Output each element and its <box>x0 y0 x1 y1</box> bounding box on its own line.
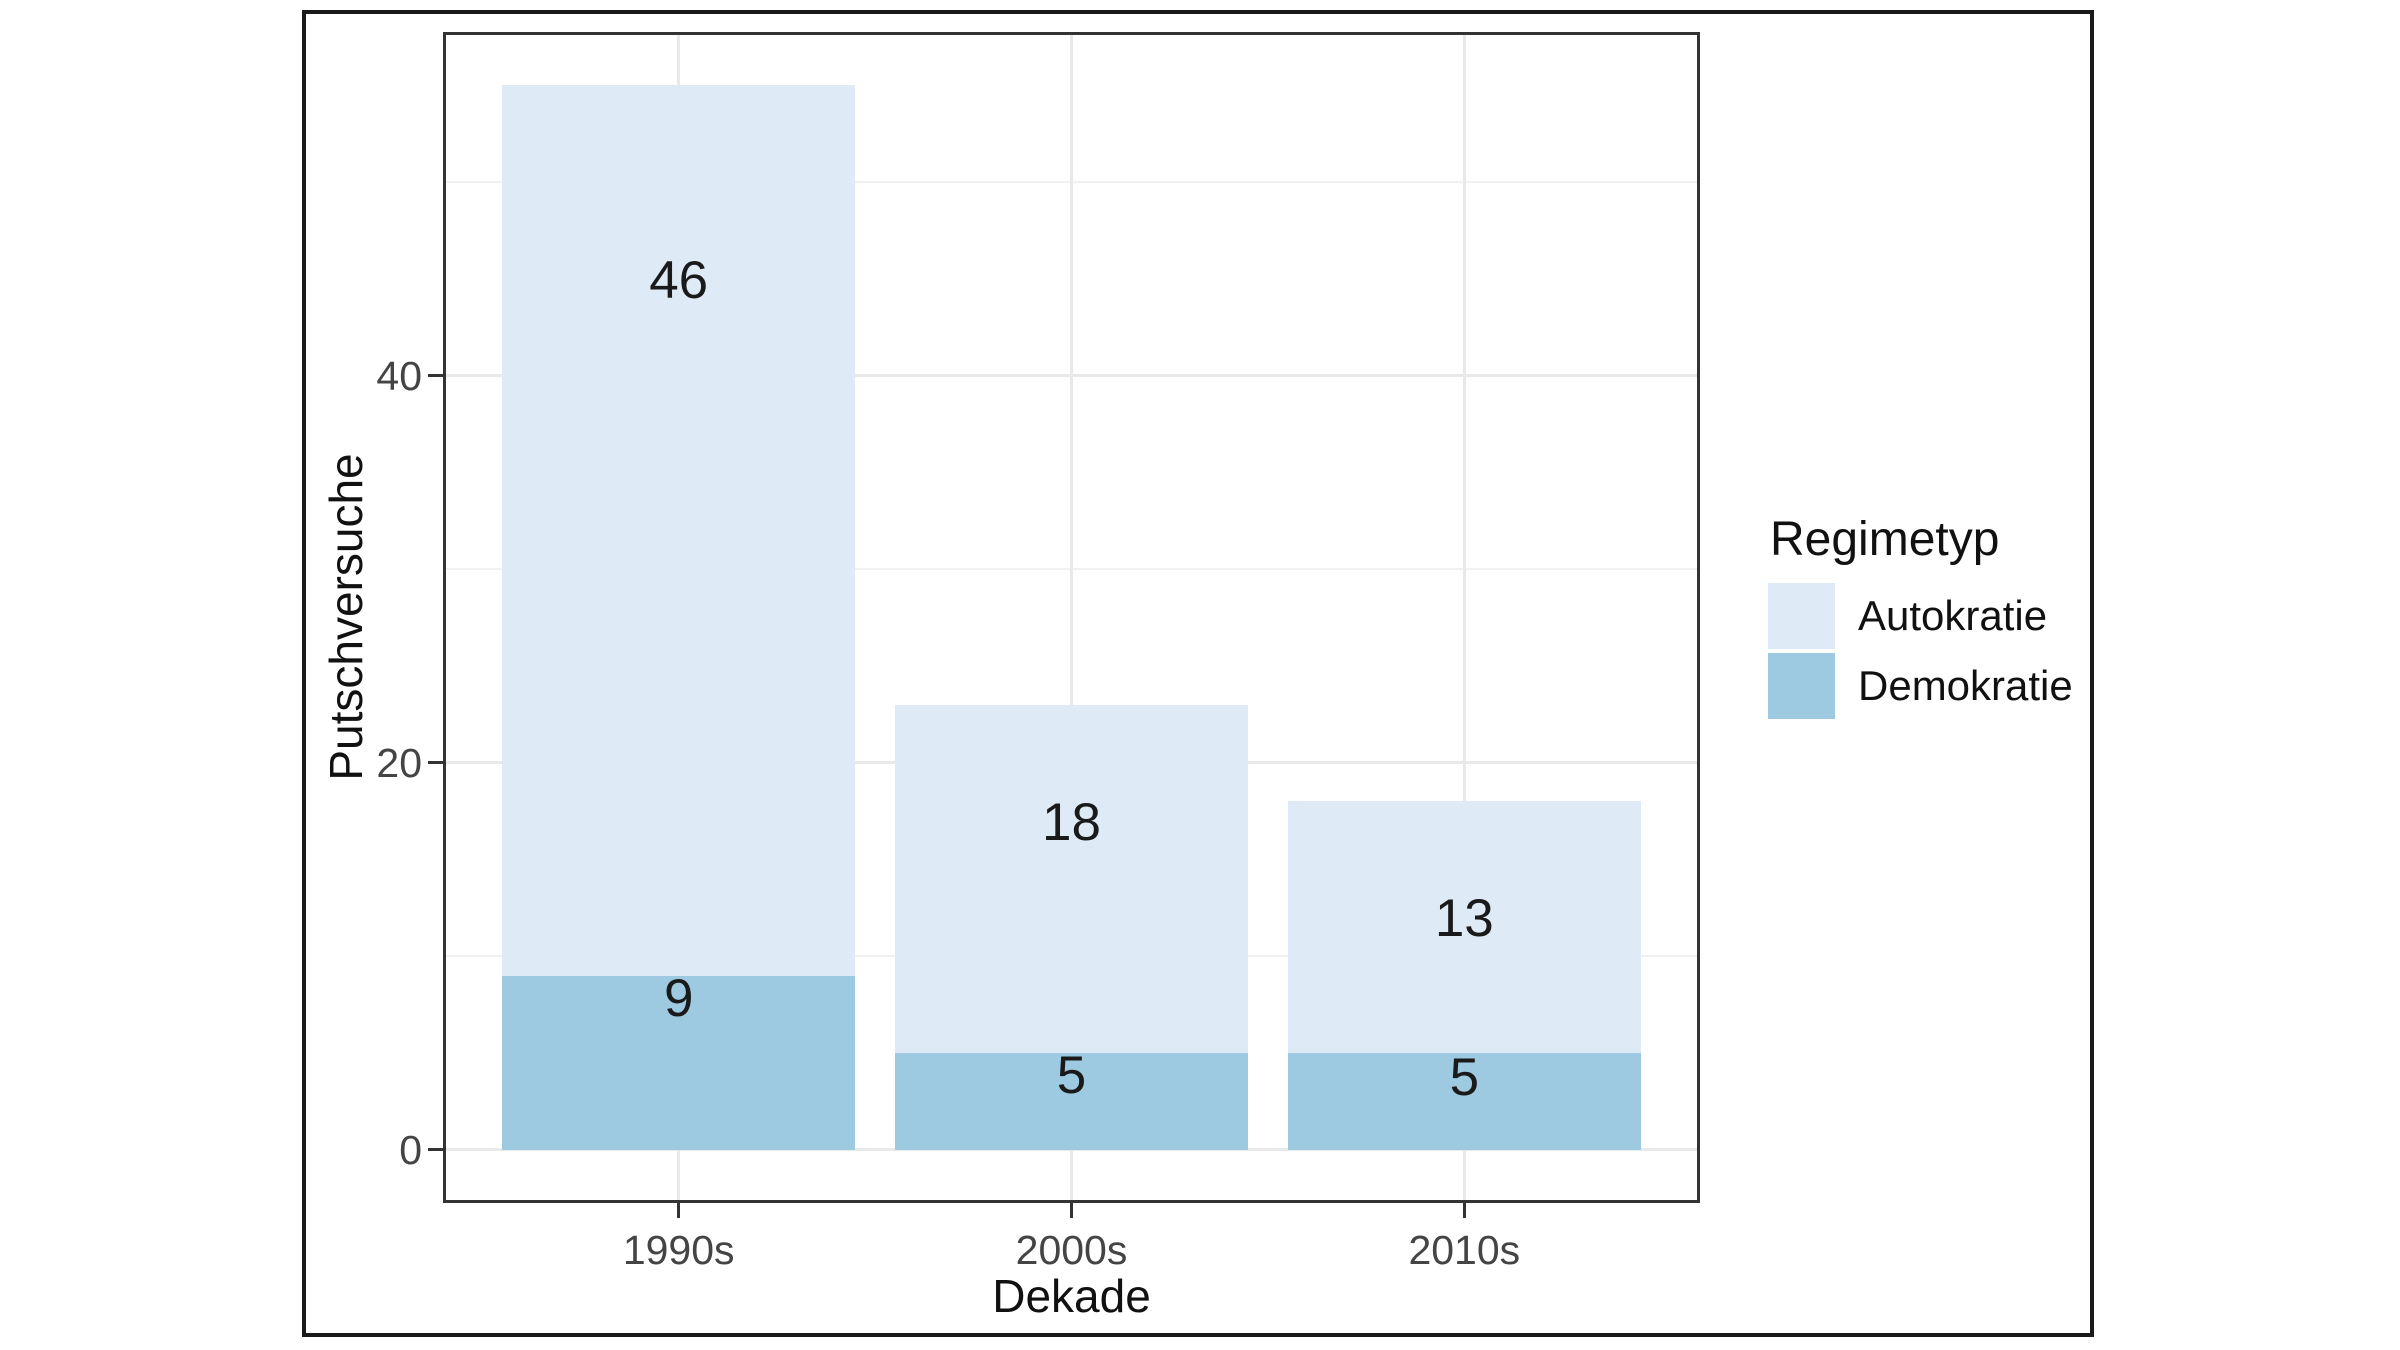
gridline-major-x-2000s <box>1070 32 1073 1203</box>
y-tick-mark-40 <box>428 374 443 378</box>
x-tick-label-1990s: 1990s <box>622 1227 735 1273</box>
bar-segment-1990s-Autokratie <box>501 85 856 976</box>
bar-value-label-2010s-Demokratie: 5 <box>1449 1048 1480 1108</box>
legend-title: Regimetyp <box>1770 513 2000 566</box>
x-axis-title: Dekade <box>992 1270 1151 1322</box>
bar-segment-2000s-Autokratie <box>894 704 1249 1053</box>
x-tick-mark-1990s <box>677 1203 681 1218</box>
legend-key-Demokratie <box>1768 653 1835 719</box>
x-tick-mark-2010s <box>1462 1203 1466 1218</box>
bar-segment-2010s-Demokratie <box>1287 1052 1642 1150</box>
bar-value-label-2000s-Demokratie: 5 <box>1056 1046 1087 1106</box>
y-tick-label-40: 40 <box>376 352 422 399</box>
gridline-major-x-2010s <box>1462 32 1466 1203</box>
bar-value-label-1990s-Autokratie: 46 <box>649 250 709 310</box>
x-tick-mark-2000s <box>1070 1203 1073 1218</box>
bar-segment-2010s-Autokratie <box>1287 801 1642 1053</box>
y-axis-title: Putschversuche <box>320 453 372 781</box>
bar-segment-1990s-Demokratie <box>501 975 856 1150</box>
y-tick-label-20: 20 <box>376 739 422 786</box>
legend-label-Autokratie: Autokratie <box>1858 592 2048 639</box>
figure-border <box>302 10 2094 1337</box>
bar-segment-2000s-Demokratie <box>894 1052 1249 1150</box>
legend-key-Autokratie <box>1768 583 1835 649</box>
x-tick-label-2000s: 2000s <box>1015 1227 1128 1273</box>
y-tick-mark-20 <box>428 761 443 765</box>
plot-panel-border <box>443 32 1700 1203</box>
bar-value-label-2000s-Autokratie: 18 <box>1042 792 1101 852</box>
bar-value-label-1990s-Demokratie: 9 <box>663 968 694 1028</box>
y-tick-label-0: 0 <box>399 1126 422 1173</box>
x-tick-label-2010s: 2010s <box>1408 1227 1521 1273</box>
legend-label-Demokratie: Demokratie <box>1858 662 2073 709</box>
bar-value-label-2010s-Autokratie: 13 <box>1434 889 1494 949</box>
y-tick-mark-0 <box>428 1148 443 1152</box>
